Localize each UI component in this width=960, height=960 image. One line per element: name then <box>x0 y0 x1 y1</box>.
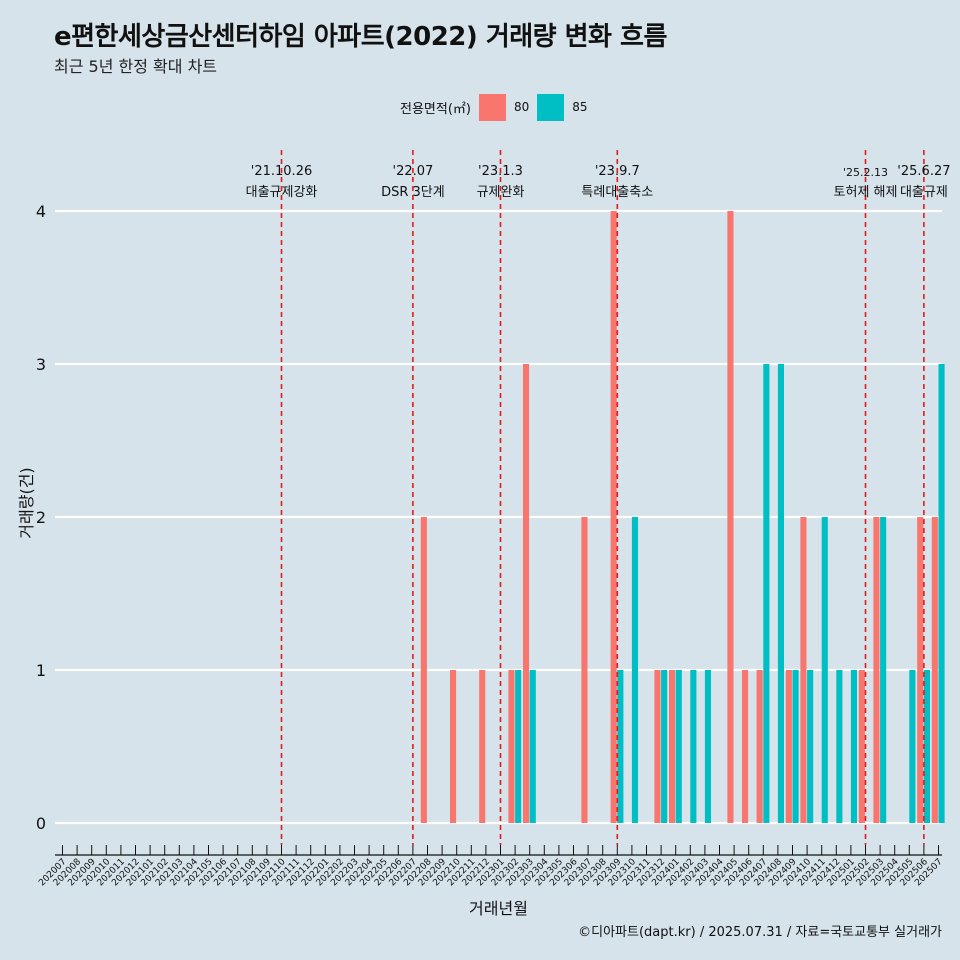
bar-85-202507 <box>938 364 945 823</box>
event-date-label: '21.10.26 <box>251 164 312 179</box>
bar-85-202506 <box>923 670 931 823</box>
event-date-label: '23.9.7 <box>595 164 640 179</box>
legend: 전용면적(㎡) 80 85 <box>400 93 596 121</box>
bar-85-202401 <box>675 670 682 823</box>
bar-80-202503 <box>873 517 880 823</box>
bar-85-202410 <box>807 670 814 823</box>
event-label: 대출규제 <box>900 185 948 200</box>
bar-85-202303 <box>529 670 536 823</box>
legend-title: 전용면적(㎡) <box>400 101 471 117</box>
bar-85-202409 <box>792 670 799 823</box>
source-caption: ©디아파트(dapt.kr) / 2025.07.31 / 자료=국토교통부 실… <box>578 925 942 940</box>
legend-label-80: 80 <box>513 100 530 114</box>
bar-85-202505 <box>909 670 916 823</box>
event-label: 특례대출축소 <box>581 185 653 200</box>
bar-85-202312 <box>661 670 668 823</box>
event-label: 규제완화 <box>477 185 525 200</box>
legend-swatch-85 <box>537 93 565 121</box>
bar-80-202208 <box>420 517 427 823</box>
y-axis-title: 거래량(건) <box>17 467 36 538</box>
bar-80-202307 <box>581 517 588 823</box>
bar-80-202409 <box>785 670 792 823</box>
bar-80-202309 <box>610 211 617 823</box>
bar-85-202309 <box>617 670 624 823</box>
bar-85-202411 <box>821 517 828 823</box>
event-date-label: '23.1.3 <box>478 164 523 179</box>
event-date-label: '25.6.27 <box>897 164 950 179</box>
x-axis-title: 거래년월 <box>469 899 528 918</box>
bar-80-202401 <box>668 670 676 823</box>
legend-swatch-80 <box>478 93 506 121</box>
y-tick-label: 4 <box>36 202 46 221</box>
bar-85-202302 <box>515 670 522 823</box>
bar-85-202407 <box>763 364 770 823</box>
bar-85-202310 <box>631 517 639 823</box>
bar-80-202506 <box>917 517 924 823</box>
bar-85-202501 <box>850 670 858 823</box>
bar-80-202302 <box>508 670 515 823</box>
bar-80-202507 <box>931 517 938 823</box>
bar-80-202502 <box>858 670 865 823</box>
event-date-label: '22.07 <box>393 164 434 179</box>
legend-label-85: 85 <box>572 100 588 114</box>
bar-80-202312 <box>654 670 661 823</box>
chart-subtitle: 최근 5년 한정 확대 차트 <box>54 57 218 76</box>
bar-80-202210 <box>449 670 457 823</box>
event-date-label: '25.2.13 <box>843 166 888 179</box>
y-tick-label: 0 <box>36 814 46 833</box>
chart-title: e편한세상금산센터하임 아파트(2022) 거래량 변화 흐름 <box>54 22 667 52</box>
y-tick-label: 1 <box>36 661 46 680</box>
bar-85-202408 <box>777 364 785 823</box>
event-label: 토허제 해제 <box>834 185 898 200</box>
bar-80-202406 <box>741 670 749 823</box>
y-tick-label: 2 <box>36 508 46 527</box>
bar-85-202402 <box>690 670 697 823</box>
bar-85-202503 <box>880 517 887 823</box>
bar-80-202303 <box>522 364 530 823</box>
bar-80-202212 <box>479 670 486 823</box>
y-tick-label: 3 <box>36 355 46 374</box>
bar-80-202405 <box>727 211 734 823</box>
bar-85-202412 <box>836 670 843 823</box>
bar-80-202410 <box>800 517 807 823</box>
bar-85-202403 <box>704 670 712 823</box>
event-label: 대출규제강화 <box>246 185 318 200</box>
legend-item-80: 80 <box>478 93 530 121</box>
event-label: DSR 3단계 <box>381 185 445 200</box>
bar-80-202407 <box>756 670 763 823</box>
legend-item-85: 85 <box>537 93 588 121</box>
